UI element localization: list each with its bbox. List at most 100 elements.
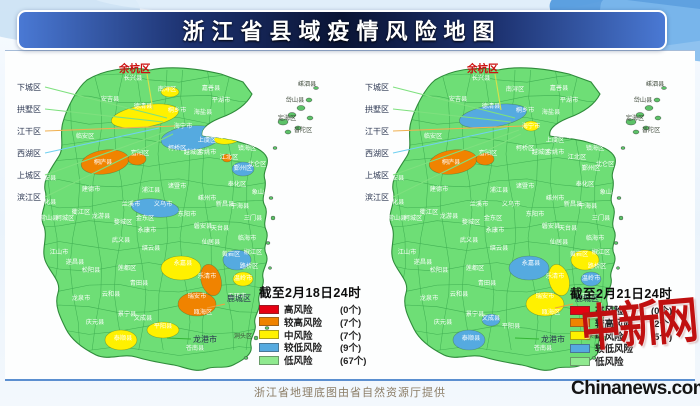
county-label: 平湖市 — [212, 96, 231, 104]
county-label: 淳安县 — [38, 174, 57, 182]
county-label: 南浔区 — [158, 85, 177, 93]
callout-label: 下城区 — [365, 83, 389, 92]
county-label: 江北区 — [220, 153, 239, 161]
county-label: 岱山县 — [286, 96, 305, 104]
county-label: 临安区 — [76, 132, 95, 140]
county-label: 义乌市 — [502, 200, 521, 208]
county-label: 北仑区 — [248, 160, 267, 168]
county-label: 桐庐县 — [442, 158, 461, 166]
legend-label: 较高风险 — [284, 317, 323, 329]
county-label: 建德市 — [430, 185, 449, 193]
callout-line — [44, 108, 164, 123]
risk-area-yongjia — [508, 255, 550, 281]
legend-count: (2个) — [651, 318, 673, 330]
legend-row: 高风险 (0个) — [259, 304, 391, 316]
callout-line — [392, 129, 520, 176]
county-label: 桐乡市 — [168, 106, 187, 114]
legend-row: 高风险 (0个) — [570, 305, 700, 317]
legend-label: 中风险 — [595, 331, 624, 343]
legend-swatch-mid — [570, 331, 590, 341]
legend-count: (7个) — [340, 330, 362, 342]
county-label: 北仑区 — [596, 160, 615, 168]
county-label: 磐安县 — [542, 222, 561, 230]
county-label: 镇海区 — [586, 144, 605, 152]
county-label: 浦江县 — [490, 186, 509, 194]
risk-area-wenling — [232, 271, 254, 287]
callout-line — [44, 125, 176, 132]
risk-area-jiangbei — [221, 153, 233, 163]
county-label: 武义县 — [460, 236, 479, 244]
callout-line — [166, 337, 192, 340]
county-label: 龙游县 — [440, 212, 459, 220]
county-label: 宁海县 — [231, 202, 250, 210]
county-label: 余姚市 — [546, 148, 565, 156]
county-label: 富阳区 — [479, 149, 498, 157]
county-label: 柯桥区 — [168, 144, 187, 152]
county-label: 东阳市 — [178, 210, 197, 218]
county-label: 遂昌县 — [414, 258, 433, 266]
county-label: 建德市 — [82, 185, 101, 193]
risk-area-ruian_ouhai — [525, 291, 565, 317]
county-label: 三门县 — [592, 214, 611, 222]
county-label: 衢江区 — [420, 208, 439, 216]
legend-date: 截至2月21日24时 — [570, 287, 673, 301]
legend-row: 低风险 — [570, 356, 700, 368]
county-label: 青田县 — [478, 279, 497, 287]
legend-swatch-mid_high — [259, 317, 279, 327]
county-label: 淳安县 — [386, 174, 405, 182]
county-label: 云和县 — [102, 290, 121, 298]
county-label: 越城区 — [184, 148, 203, 156]
county-label: 浦江县 — [142, 186, 161, 194]
county-label: 慈溪市 — [567, 132, 586, 140]
county-label: 婺城区 — [114, 218, 133, 226]
map-right-feb21: 长兴县 安吉县 南浔区 德清县 桐乡市 嘉善县 平湖市 海盐县 海宁市 临安区 富阳区 桐庐县 建德市 淳… — [363, 58, 698, 373]
risk-area-pingyang — [146, 321, 180, 339]
county-label: 越城区 — [532, 148, 551, 156]
callout-line — [44, 129, 172, 176]
callout-label: 下城区 — [17, 83, 41, 92]
county-label: 奉化区 — [576, 180, 595, 188]
legend-label: 高风险 — [284, 305, 313, 316]
county-label: 三门县 — [244, 214, 263, 222]
county-label: 庆元县 — [86, 318, 105, 326]
county-label: 余姚市 — [198, 148, 217, 156]
callout-label: 鹿城区 — [227, 293, 251, 303]
county-label: 椒江区 — [244, 248, 263, 256]
county-label: 莲都区 — [466, 264, 485, 272]
county-label: 松阳县 — [82, 266, 101, 274]
callout-label: 龙港市 — [541, 334, 565, 344]
county-label: 德清县 — [482, 102, 501, 110]
legend-swatch-high — [570, 305, 590, 315]
county-label: 富阳区 — [131, 149, 150, 157]
county-label: 新昌县 — [216, 200, 235, 208]
callout-label: 滨江区 — [365, 192, 389, 202]
county-label: 常山县 — [388, 214, 407, 222]
county-label: 普陀区 — [294, 126, 313, 134]
county-label: 桐乡市 — [516, 106, 535, 114]
county-label: 南浔区 — [506, 85, 525, 93]
callout-label: 江干区 — [17, 127, 41, 136]
legend-label: 低风险 — [284, 356, 313, 368]
county-label: 海盐县 — [542, 108, 561, 116]
legend-date: 截至2月18日24时 — [259, 286, 362, 300]
county-label: 云和县 — [450, 290, 469, 298]
county-label: 永嘉县 — [522, 259, 541, 267]
legend-count: (0个) — [651, 306, 673, 317]
county-label: 玉环市 — [576, 292, 595, 300]
county-label: 瑞安市 — [536, 292, 555, 300]
county-label: 温岭市 — [234, 274, 253, 282]
risk-area-yiwu_band — [130, 198, 180, 218]
county-label: 武义县 — [112, 236, 131, 244]
page-title: 浙江省县域疫情风险地图 — [182, 19, 502, 44]
legend-swatch-mid_high — [570, 318, 590, 328]
callout-label: 西湖区 — [365, 149, 389, 158]
county-label: 慈溪市 — [219, 132, 238, 140]
county-label: 乐清市 — [546, 272, 565, 280]
callout-label: 西湖区 — [17, 149, 41, 158]
risk-area-yueqing — [548, 264, 570, 296]
county-label: 永康市 — [486, 226, 505, 234]
county-label: 金东区 — [136, 214, 155, 222]
county-label: 新昌县 — [564, 200, 583, 208]
county-label: 文成县 — [134, 314, 153, 322]
